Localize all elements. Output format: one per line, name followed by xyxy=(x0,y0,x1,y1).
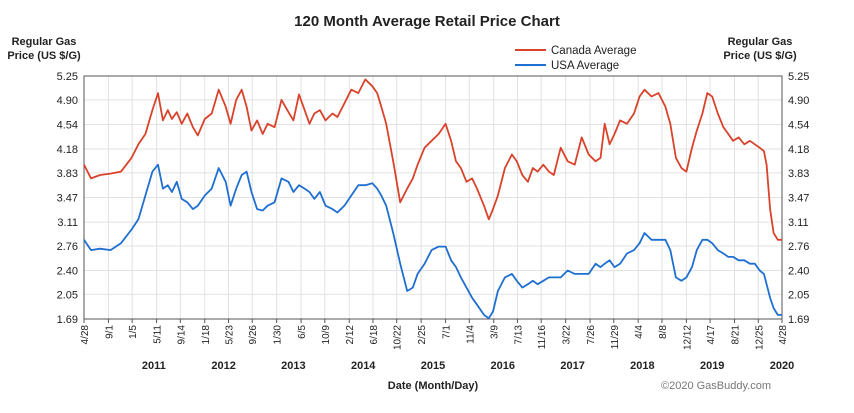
x-tick-label: 4/28 xyxy=(80,325,91,345)
series-line-canada-average xyxy=(83,78,782,241)
legend-label-usa: USA Average xyxy=(551,60,619,72)
grid xyxy=(83,75,783,320)
x-tick-label: 4/17 xyxy=(706,325,717,345)
year-label: 2016 xyxy=(491,360,515,372)
left-axis-label-line1: Regular Gas xyxy=(12,36,77,48)
series-line-usa-average xyxy=(83,163,782,320)
y-tick-label-right: 3.83 xyxy=(788,168,809,180)
year-label: 2011 xyxy=(142,360,166,372)
x-tick-label: 8/21 xyxy=(731,325,742,345)
x-tick-label: 5/11 xyxy=(153,325,164,344)
year-labels: 2011 2012 2013 2014 2015 2016 2017 2018 2019 2020 xyxy=(142,360,794,372)
x-tick-label: 6/18 xyxy=(369,325,380,345)
x-tick-label: 1/5 xyxy=(128,325,139,339)
x-tick-label: 3/22 xyxy=(562,325,573,345)
x-tick-label: 4/4 xyxy=(634,325,645,339)
y-tick-label-left: 1.69 xyxy=(57,314,78,326)
year-label: 2014 xyxy=(351,360,376,372)
x-tick-label: 8/8 xyxy=(658,325,669,339)
y-tick-label-left: 2.05 xyxy=(57,289,78,301)
series-lines xyxy=(83,78,782,320)
x-tick-label: 12/25 xyxy=(754,325,765,350)
x-tick-label: 10/22 xyxy=(393,325,404,350)
year-label: 2020 xyxy=(770,360,794,372)
y-tick-label-left: 2.76 xyxy=(57,241,78,253)
chart-title: 120 Month Average Retail Price Chart xyxy=(294,13,560,30)
x-tick-label: 7/1 xyxy=(442,325,453,339)
y-tick-label-right: 1.69 xyxy=(788,314,809,326)
y-tick-label-left: 5.25 xyxy=(57,71,78,83)
x-tick-label: 7/13 xyxy=(513,325,524,345)
x-tick-label: 10/9 xyxy=(321,325,332,345)
year-label: 2012 xyxy=(211,360,235,372)
y-tick-label-right: 2.40 xyxy=(788,266,809,278)
x-axis-label: Date (Month/Day) xyxy=(388,380,479,392)
year-label: 2013 xyxy=(281,360,305,372)
x-tick-label: 7/26 xyxy=(586,325,597,345)
y-tick-label-left: 3.47 xyxy=(57,193,78,205)
x-tick-label: 9/26 xyxy=(248,325,259,345)
x-tick-label: 5/23 xyxy=(224,325,235,345)
y-tick-label-left: 4.90 xyxy=(57,95,78,107)
right-axis-label-line1: Regular Gas xyxy=(728,36,793,48)
x-tick-label: 11/4 xyxy=(465,325,476,344)
x-tick-label: 9/1 xyxy=(104,325,115,339)
x-tick-label: 11/16 xyxy=(537,325,548,350)
y-tick-label-left: 4.54 xyxy=(57,119,78,131)
year-label: 2015 xyxy=(421,360,445,372)
x-tick-label: 2/12 xyxy=(345,325,356,345)
y-tick-label-right: 3.11 xyxy=(788,217,809,229)
y-tick-label-right: 4.54 xyxy=(788,119,809,131)
y-tick-label-left: 3.11 xyxy=(57,217,78,229)
credit-text: ©2020 GasBuddy.com xyxy=(661,380,771,392)
plot-frame xyxy=(83,75,783,320)
right-y-ticks: 5.25 4.90 4.54 4.18 3.83 3.47 3.11 2.76 2.40 2.05… xyxy=(788,71,809,326)
year-label: 2019 xyxy=(700,360,724,372)
y-tick-label-left: 2.40 xyxy=(57,266,78,278)
legend: Canada Average USA Average xyxy=(515,45,636,72)
y-tick-label-right: 4.18 xyxy=(788,144,809,156)
y-tick-label-right: 4.90 xyxy=(788,95,809,107)
x-tick-label: 9/14 xyxy=(176,325,187,345)
y-tick-label-right: 2.76 xyxy=(788,241,809,253)
y-tick-label-right: 2.05 xyxy=(788,289,809,301)
y-tick-label-left: 3.83 xyxy=(57,168,78,180)
y-tick-label-left: 4.18 xyxy=(57,144,78,156)
x-tick-label: 11/29 xyxy=(610,325,621,350)
x-tick-label: 2/25 xyxy=(417,325,428,345)
x-tick-label: 4/28 xyxy=(778,325,789,345)
x-ticks: 4/28 9/1 1/5 5/11 9/14 1/18 5/23 9/26 1/30 6/5 10/… xyxy=(80,319,789,350)
legend-label-canada: Canada Average xyxy=(551,45,636,57)
right-axis-label-line2: Price (US $/G) xyxy=(723,50,797,62)
year-label: 2018 xyxy=(630,360,654,372)
x-tick-label: 6/5 xyxy=(297,325,308,339)
x-tick-label: 12/12 xyxy=(682,325,693,350)
year-label: 2017 xyxy=(560,360,584,372)
x-tick-label: 1/18 xyxy=(201,325,212,345)
y-tick-label-right: 3.47 xyxy=(788,193,809,205)
left-axis-label-line2: Price (US $/G) xyxy=(7,50,81,62)
x-tick-label: 3/9 xyxy=(490,325,501,339)
y-tick-label-right: 5.25 xyxy=(788,71,809,83)
left-y-ticks: 5.25 4.90 4.54 4.18 3.83 3.47 3.11 2.76 2.40 2.05… xyxy=(57,71,78,326)
x-tick-label: 1/30 xyxy=(273,325,284,345)
